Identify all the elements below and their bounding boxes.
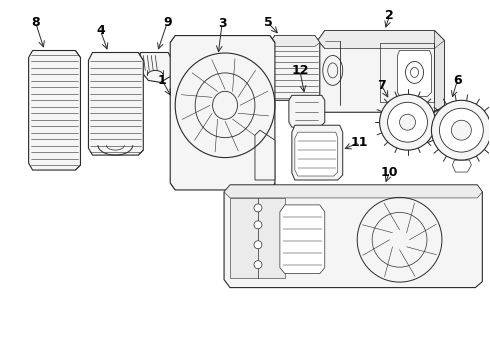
- Circle shape: [388, 102, 427, 142]
- Polygon shape: [255, 130, 275, 180]
- Polygon shape: [435, 31, 444, 112]
- Polygon shape: [397, 50, 432, 96]
- Circle shape: [399, 114, 416, 130]
- Polygon shape: [318, 31, 444, 49]
- Text: 5: 5: [264, 16, 272, 29]
- Text: 8: 8: [31, 16, 40, 29]
- Polygon shape: [292, 125, 343, 180]
- Polygon shape: [270, 36, 320, 100]
- Polygon shape: [28, 50, 80, 170]
- Circle shape: [254, 261, 262, 269]
- Polygon shape: [230, 198, 285, 278]
- Polygon shape: [295, 132, 338, 176]
- Circle shape: [440, 108, 483, 152]
- Polygon shape: [170, 36, 275, 190]
- Text: 12: 12: [291, 64, 309, 77]
- Circle shape: [254, 241, 262, 249]
- Text: 6: 6: [453, 74, 462, 87]
- Circle shape: [254, 204, 262, 212]
- Polygon shape: [140, 53, 172, 82]
- Polygon shape: [301, 127, 312, 142]
- Polygon shape: [280, 205, 325, 274]
- Text: 1: 1: [158, 74, 167, 87]
- Text: 4: 4: [96, 24, 105, 37]
- Polygon shape: [318, 31, 444, 112]
- Text: 10: 10: [381, 166, 398, 179]
- Polygon shape: [210, 85, 226, 106]
- Text: 7: 7: [377, 79, 386, 92]
- Polygon shape: [224, 185, 482, 288]
- Text: 11: 11: [351, 136, 368, 149]
- Circle shape: [380, 94, 436, 150]
- Text: 3: 3: [218, 17, 226, 30]
- Polygon shape: [224, 185, 482, 198]
- Polygon shape: [452, 160, 471, 172]
- Circle shape: [451, 120, 471, 140]
- Polygon shape: [289, 95, 325, 127]
- Circle shape: [432, 100, 490, 160]
- Polygon shape: [205, 55, 228, 125]
- Polygon shape: [270, 36, 320, 46]
- Circle shape: [254, 221, 262, 229]
- Polygon shape: [89, 53, 143, 155]
- Text: 2: 2: [385, 9, 394, 22]
- Text: 9: 9: [163, 16, 172, 29]
